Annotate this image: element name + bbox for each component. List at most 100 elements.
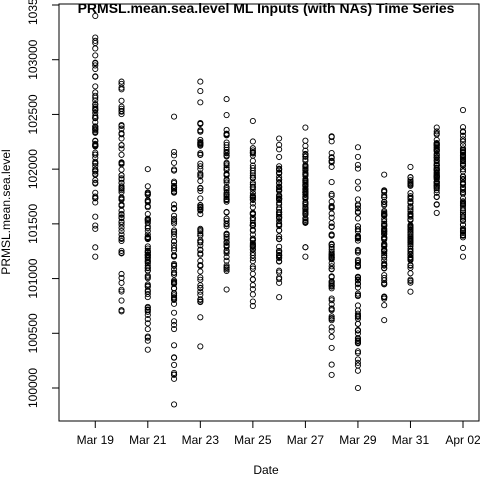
- data-point: [433, 124, 440, 131]
- data-point: [459, 124, 467, 131]
- data-point: [223, 179, 230, 186]
- data-point: [328, 297, 335, 304]
- data-point: [144, 245, 151, 252]
- data-point: [459, 190, 467, 197]
- data-point: [354, 223, 361, 230]
- data-point: [249, 167, 256, 174]
- data-point: [118, 122, 125, 130]
- data-point: [197, 207, 204, 214]
- data-point: [249, 252, 256, 259]
- data-point: [171, 375, 178, 382]
- data-point: [459, 128, 467, 135]
- data-point: [171, 220, 178, 227]
- data-point: [118, 151, 125, 158]
- data-point: [302, 179, 309, 186]
- data-point: [118, 237, 125, 245]
- data-point: [118, 286, 125, 293]
- data-point: [171, 182, 178, 189]
- data-point: [197, 187, 204, 194]
- data-point: [276, 163, 283, 170]
- data-point: [249, 265, 256, 272]
- data-point: [354, 320, 361, 327]
- data-point: [276, 218, 283, 225]
- data-point: [118, 247, 125, 254]
- data-point: [118, 250, 125, 257]
- y-axis: 100000 100500 101000 101500 102000 102500 1030…: [26, 0, 60, 408]
- data-point: [92, 97, 99, 104]
- data-point: [92, 62, 99, 69]
- data-point: [433, 187, 440, 194]
- data-point: [433, 171, 440, 178]
- data-point: [459, 141, 467, 149]
- data-point: [407, 206, 414, 213]
- data-point: [223, 166, 230, 173]
- data-point: [144, 231, 151, 238]
- data-point: [171, 342, 178, 349]
- chart-title: PRMSL.mean.sea.level ML Inputs (with NAs…: [78, 0, 455, 16]
- data-point: [144, 215, 151, 222]
- data-point: [407, 254, 414, 261]
- data-point: [197, 230, 204, 237]
- data-point: [92, 73, 99, 80]
- data-point: [459, 202, 467, 209]
- data-point: [92, 253, 99, 260]
- data-point: [118, 185, 125, 192]
- data-point: [328, 254, 335, 261]
- data-point: [118, 84, 125, 91]
- data-point: [249, 200, 256, 207]
- data-point: [249, 211, 256, 218]
- data-point: [407, 180, 414, 187]
- data-point: [381, 261, 388, 268]
- data-point: [381, 257, 388, 264]
- data-point: [144, 227, 151, 235]
- data-point: [433, 193, 440, 200]
- data-point: [459, 221, 467, 228]
- data-point: [328, 324, 335, 331]
- data-point: [302, 157, 309, 164]
- data-point: [197, 195, 204, 202]
- data-point: [354, 367, 361, 374]
- data-point: [144, 326, 151, 333]
- data-point: [223, 186, 230, 194]
- data-point: [302, 191, 309, 198]
- data-point: [171, 361, 178, 368]
- data-point: [354, 284, 361, 291]
- data-point: [354, 178, 361, 185]
- data-point: [328, 295, 335, 302]
- data-point: [381, 222, 388, 229]
- y-tick-label: 103500: [26, 0, 40, 25]
- data-point: [223, 185, 230, 192]
- x-tick-label: Mar 19: [77, 433, 115, 447]
- data-point: [249, 172, 256, 179]
- data-point: [249, 237, 256, 244]
- data-point: [276, 187, 283, 194]
- data-point: [249, 302, 256, 309]
- data-point: [276, 166, 283, 173]
- data-point: [302, 244, 309, 251]
- data-point: [433, 143, 440, 150]
- data-point: [171, 292, 178, 299]
- data-point: [276, 249, 283, 256]
- data-point: [302, 218, 309, 226]
- data-point: [171, 318, 178, 325]
- y-tick-label: 102000: [26, 149, 40, 189]
- data-point: [328, 371, 335, 378]
- data-point: [171, 296, 178, 304]
- data-point: [354, 277, 361, 284]
- data-point: [144, 346, 151, 353]
- data-point: [223, 153, 230, 160]
- data-point: [118, 78, 125, 85]
- data-point: [433, 157, 440, 164]
- data-point: [354, 144, 361, 151]
- data-point: [118, 288, 125, 295]
- data-point: [92, 114, 99, 121]
- data-point: [92, 244, 99, 251]
- data-point: [433, 201, 440, 208]
- data-point: [354, 161, 361, 168]
- data-point: [433, 141, 440, 148]
- data-point: [407, 251, 414, 258]
- data-point: [249, 240, 256, 247]
- data-point: [459, 152, 467, 159]
- data-point: [381, 250, 388, 257]
- data-point: [407, 199, 414, 206]
